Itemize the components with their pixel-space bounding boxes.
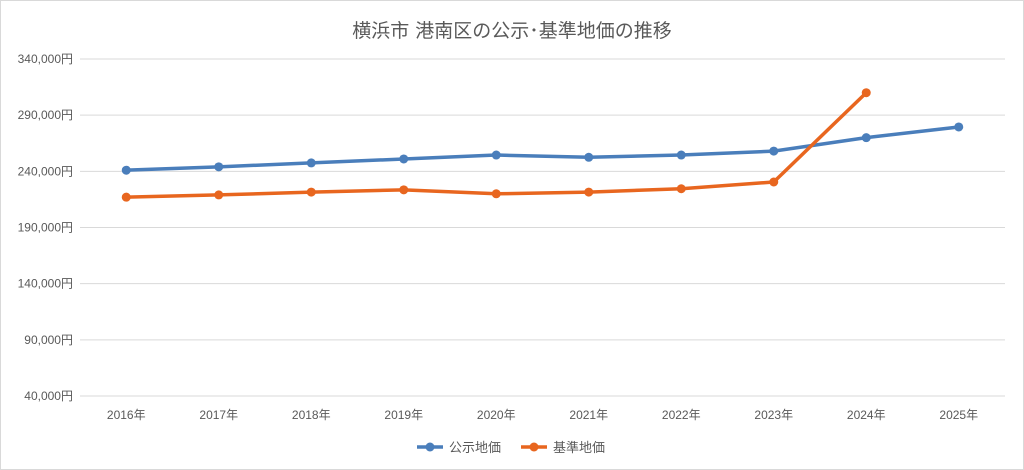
data-point	[399, 154, 409, 164]
x-tick-label: 2018年	[292, 408, 331, 422]
data-point	[306, 158, 316, 168]
x-tick-label: 2025年	[939, 408, 978, 422]
data-point	[491, 150, 501, 160]
data-point	[861, 133, 871, 143]
y-tick-label: 90,000円	[24, 333, 73, 347]
y-tick-label: 240,000円	[18, 164, 73, 178]
data-point	[676, 184, 686, 194]
chart-title: 横浜市 港南区の公示･基準地価の推移	[352, 20, 672, 42]
x-axis-tick-labels: 2016年 2017年 2018年 2019年 2020年 2021年 2022年 2023年…	[107, 408, 978, 422]
x-tick-label: 2023年	[754, 408, 793, 422]
x-tick-label: 2016年	[107, 408, 146, 422]
legend-item: 基準地価	[521, 440, 605, 455]
x-tick-label: 2017年	[199, 408, 238, 422]
x-tick-label: 2021年	[569, 408, 608, 422]
data-point	[121, 165, 131, 175]
legend-label: 基準地価	[553, 440, 605, 455]
data-point	[214, 162, 224, 172]
y-tick-label: 40,000円	[24, 389, 73, 403]
series-lines	[121, 88, 964, 202]
data-point	[121, 192, 131, 202]
legend-label: 公示地価	[449, 440, 501, 455]
data-point	[584, 187, 594, 197]
y-tick-label: 190,000円	[18, 221, 73, 235]
y-axis-tick-labels: 340,000円 290,000円 240,000円 190,000円 140,000円…	[18, 52, 73, 403]
data-point	[399, 185, 409, 195]
series-1	[121, 122, 964, 175]
y-tick-label: 340,000円	[18, 52, 73, 66]
y-tick-label: 140,000円	[18, 277, 73, 291]
series-line	[124, 90, 868, 199]
legend-marker-icon	[529, 442, 539, 452]
data-point	[214, 190, 224, 200]
data-point	[769, 146, 779, 156]
data-point	[769, 177, 779, 187]
data-point	[861, 88, 871, 98]
data-point	[584, 152, 594, 162]
x-tick-label: 2024年	[847, 408, 886, 422]
x-tick-label: 2022年	[662, 408, 701, 422]
legend-marker-icon	[425, 442, 435, 452]
data-point	[491, 189, 501, 199]
x-tick-label: 2019年	[384, 408, 423, 422]
data-point	[676, 150, 686, 160]
y-tick-label: 290,000円	[18, 108, 73, 122]
legend: 公示地価 基準地価	[417, 440, 605, 455]
data-point	[954, 122, 964, 132]
data-point	[306, 187, 316, 197]
series-2	[121, 88, 871, 202]
series-line	[124, 125, 961, 172]
legend-item: 公示地価	[417, 440, 501, 455]
gridlines	[80, 58, 1005, 397]
x-tick-label: 2020年	[477, 408, 516, 422]
